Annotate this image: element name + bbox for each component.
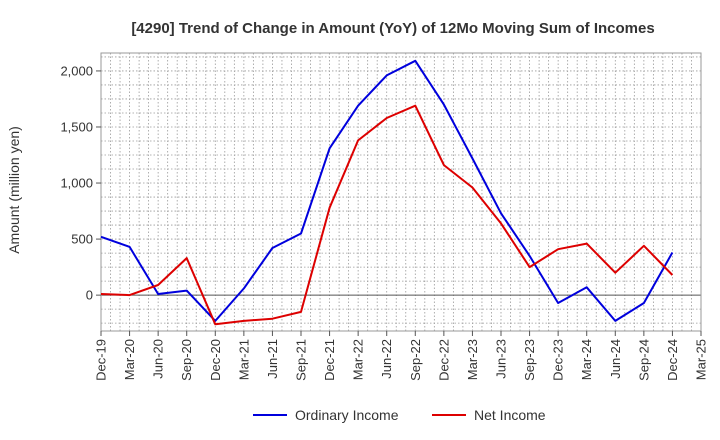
y-tick-label: 1,500 bbox=[60, 119, 93, 134]
x-tick-label: Jun-23 bbox=[494, 339, 509, 379]
y-tick-label: 2,000 bbox=[60, 63, 93, 78]
x-tick-label: Jun-20 bbox=[151, 339, 166, 379]
x-tick-label: Sep-21 bbox=[294, 339, 309, 381]
x-tick-label: Mar-25 bbox=[694, 339, 709, 380]
y-tick-label: 500 bbox=[71, 232, 93, 247]
x-tick-label: Sep-23 bbox=[522, 339, 537, 381]
x-tick-label: Mar-24 bbox=[579, 339, 594, 380]
x-tick-label: Jun-21 bbox=[265, 339, 280, 379]
x-tick-label: Dec-21 bbox=[322, 339, 337, 381]
x-tick-label: Dec-22 bbox=[436, 339, 451, 381]
x-tick-label: Mar-23 bbox=[465, 339, 480, 380]
x-tick-label: Dec-19 bbox=[94, 339, 109, 381]
x-tick-label: Mar-22 bbox=[351, 339, 366, 380]
x-tick-label: Dec-23 bbox=[551, 339, 566, 381]
x-axis: Dec-19 Mar-20 Jun-20 Sep-20 Dec-20 Mar-21 Jun-… bbox=[94, 331, 709, 381]
x-tick-label: Sep-24 bbox=[636, 339, 651, 381]
x-tick-label: Sep-20 bbox=[179, 339, 194, 381]
legend-label: Net Income bbox=[474, 407, 546, 423]
x-tick-label: Mar-20 bbox=[122, 339, 137, 380]
chart-title: [4290] Trend of Change in Amount (YoY) o… bbox=[131, 20, 654, 37]
series-line-net-income bbox=[100, 104, 674, 326]
x-tick-label: Jun-22 bbox=[379, 339, 394, 379]
x-tick-label: Dec-24 bbox=[665, 339, 680, 381]
grid bbox=[101, 53, 701, 331]
x-tick-label: Sep-22 bbox=[408, 339, 423, 381]
legend-label: Ordinary Income bbox=[295, 407, 399, 423]
y-tick-label: 0 bbox=[86, 288, 93, 303]
y-axis: 0 500 1,000 1,500 2,000 bbox=[60, 63, 101, 303]
plot-frame bbox=[100, 52, 702, 332]
series-line-ordinary-income bbox=[100, 59, 674, 322]
series-lines bbox=[100, 59, 674, 326]
y-axis-label: Amount (million yen) bbox=[6, 126, 22, 254]
x-tick-label: Jun-24 bbox=[608, 339, 623, 379]
x-tick-label: Mar-21 bbox=[236, 339, 251, 380]
y-tick-label: 1,000 bbox=[60, 176, 93, 191]
x-tick-label: Dec-20 bbox=[208, 339, 223, 381]
legend: Ordinary Income Net Income bbox=[253, 407, 546, 423]
